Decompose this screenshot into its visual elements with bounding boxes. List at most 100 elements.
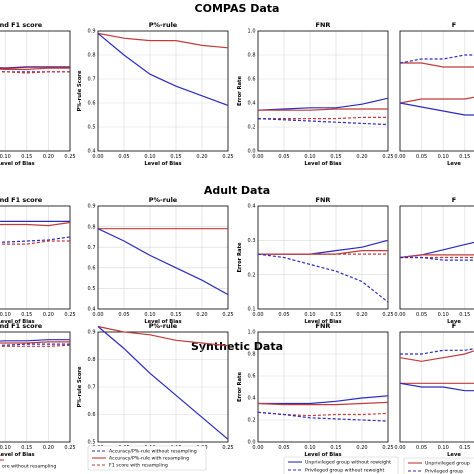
series-line — [258, 395, 389, 405]
legend-box — [403, 457, 474, 474]
legend-label: ore without resampling — [2, 464, 56, 470]
series-line — [0, 240, 70, 245]
x-tick-label: 0.00 — [92, 312, 103, 318]
x-axis-label: Level of Bias — [304, 452, 341, 458]
subplot: 0.000.050.100.150.200.25FLeve — [394, 322, 474, 458]
section-title: Synthetic Data — [191, 340, 283, 353]
y-tick-label: 1.0 — [248, 330, 256, 336]
y-tick-label: 0.0 — [248, 149, 256, 155]
panel-title: r and F1 score — [0, 322, 43, 330]
x-tick-label: 0.15 — [21, 312, 32, 318]
x-tick-label: 0.10 — [438, 312, 449, 318]
x-tick-label: 0.15 — [459, 312, 470, 318]
x-tick-label: 0.10 — [438, 154, 449, 160]
panel-title: FNR — [316, 322, 331, 330]
subplot: 0.1 0.2 0.3 0.4 0.00 0.05 0.10 0.15 0.20 0.25 FNR L… — [237, 196, 394, 325]
panel-title: FNR — [316, 21, 331, 29]
plot-frame — [257, 30, 389, 152]
series-line — [399, 382, 474, 392]
series-line — [258, 239, 389, 255]
panel-title: F — [452, 21, 456, 29]
y-axis-label: P%-rule Score — [77, 366, 83, 407]
y-tick-label: 0.6 — [248, 374, 256, 380]
x-tick-label: 0.20 — [43, 312, 54, 318]
y-tick-label: 0.4 — [248, 101, 256, 107]
series-line — [97, 228, 229, 296]
x-tick-label: 0.25 — [222, 445, 233, 451]
panel-title: F — [452, 322, 456, 330]
series-line — [257, 411, 389, 422]
x-tick-label: 0.25 — [222, 154, 233, 160]
y-tick-label: 0.7 — [88, 77, 96, 83]
y-tick-label: 0.8 — [88, 357, 96, 363]
x-tick-label: 0.10 — [0, 154, 11, 160]
x-tick-label: 0.20 — [43, 154, 54, 160]
y-tick-label: 0.2 — [248, 125, 256, 131]
subplot: 0.4 0.5 0.6 0.7 0.8 0.9 0.00 0.05 0.10 0.15 0.20 0.… — [88, 196, 234, 325]
y-tick-label: 0.9 — [88, 330, 96, 336]
x-axis-label: Leve — [447, 161, 461, 167]
series-line — [0, 339, 70, 342]
y-tick-label: 0.8 — [88, 53, 96, 59]
plot-frame — [97, 205, 229, 310]
legend-label: F1 score with resampling — [109, 463, 168, 469]
plot-frame — [0, 331, 71, 443]
y-axis-label: P%-rule Score — [77, 70, 83, 111]
y-tick-label: 0.7 — [88, 245, 96, 251]
series-line — [0, 66, 70, 70]
plot-frame — [97, 30, 229, 152]
plot-frame — [257, 331, 389, 443]
series-line — [257, 118, 389, 126]
x-tick-label: 0.20 — [43, 445, 54, 451]
x-tick-label: 0.05 — [416, 445, 427, 451]
y-axis-label: Error Rate — [237, 242, 243, 273]
subplot: 0.0 0.2 0.4 0.6 0.8 1.0 0.00 0.05 0.10 0.15 0.20 0.… — [237, 21, 394, 167]
x-tick-label: 0.10 — [438, 445, 449, 451]
x-tick-label: 0.15 — [459, 154, 470, 160]
y-tick-label: 0.2 — [248, 418, 256, 424]
series-line — [257, 253, 389, 303]
x-tick-label: 0.10 — [304, 154, 315, 160]
x-tick-label: 0.00 — [394, 312, 405, 318]
series-line — [400, 348, 474, 355]
plot-frame — [399, 331, 474, 443]
legend-label: Unprivileged group without reweight — [305, 460, 391, 466]
legend: Accuracy/P%-rule without resamplingAccur… — [87, 445, 207, 471]
x-tick-label: 0.15 — [330, 154, 341, 160]
x-tick-label: 0.10 — [304, 312, 315, 318]
x-axis-label: Level of Bias — [144, 319, 181, 325]
x-tick-label: 0.15 — [330, 312, 341, 318]
series-line — [0, 343, 70, 346]
y-axis-label: Error Rate — [237, 75, 243, 106]
y-tick-label: 0.5 — [88, 125, 96, 131]
x-tick-label: 0.25 — [64, 445, 75, 451]
subplot: 0.000.050.100.150.200.25FLeve — [394, 21, 474, 167]
series-line — [0, 71, 70, 74]
series-line — [399, 254, 474, 259]
section-title: Adult Data — [204, 184, 270, 197]
x-tick-label: 0.15 — [21, 445, 32, 451]
series-line — [0, 236, 71, 243]
x-tick-label: 0.05 — [278, 445, 289, 451]
x-tick-label: 0.10 — [144, 154, 155, 160]
y-tick-label: 0.8 — [88, 224, 96, 230]
plot-frame — [97, 331, 229, 443]
y-tick-label: 0.7 — [88, 385, 96, 391]
x-tick-label: 0.25 — [382, 445, 393, 451]
plot-frame — [257, 205, 389, 310]
series-line — [257, 401, 389, 406]
plot-frame — [0, 30, 71, 152]
x-axis-label: Leve — [447, 452, 461, 458]
legend-box — [283, 456, 399, 474]
y-axis-label: Error Rate — [237, 371, 243, 402]
x-tick-label: 0.25 — [382, 312, 393, 318]
y-tick-label: 0.5 — [88, 440, 96, 446]
series-line — [399, 350, 474, 362]
series-line — [0, 67, 70, 71]
series-line — [257, 411, 389, 417]
subplot: 0.000.050.100.150.200.25r and F1 scoreLe… — [0, 21, 76, 167]
x-axis-label: Level of Bias — [0, 452, 35, 458]
y-tick-label: 0.8 — [248, 53, 256, 59]
series-line — [257, 97, 389, 111]
series-line — [0, 344, 71, 347]
